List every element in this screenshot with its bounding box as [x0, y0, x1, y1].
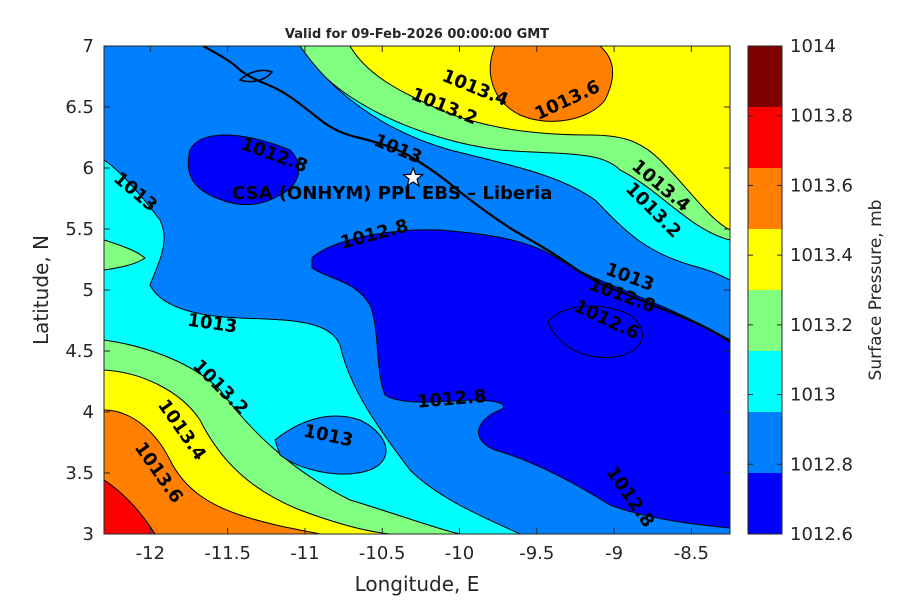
colorbar-segment: [748, 290, 782, 351]
band-1013.2-west-lobe: [104, 239, 146, 271]
colorbar-frame: [747, 45, 783, 535]
colorbar-tick-label: 1014: [790, 36, 836, 57]
colorbar-segment: [748, 46, 782, 107]
band-1012.8-south: [274, 415, 387, 475]
y-tick-label: 7: [83, 36, 94, 57]
x-tick-label: -9.5: [519, 543, 554, 564]
colorbar-segment: [748, 107, 782, 168]
y-tick-label: 5.5: [65, 219, 94, 240]
star-icon: [401, 166, 425, 188]
colorbar-tick-label: 1013.8: [790, 106, 853, 127]
station-label: CSA (ONHYM) PPL EBS – Liberia: [232, 183, 552, 204]
x-tick-label: -9: [605, 543, 623, 564]
station-marker: CSA (ONHYM) PPL EBS – Liberia: [232, 166, 552, 204]
colorbar-segment: [748, 412, 782, 473]
colorbar-tick-label: 1012.8: [790, 454, 853, 475]
coastline-island: [238, 69, 274, 83]
band-1013.6-southwest: [104, 409, 321, 534]
y-tick-label: 3: [83, 524, 94, 545]
colorbar-segment: [748, 473, 782, 534]
x-tick-label: -12: [136, 543, 165, 564]
colorbar-tick-label: 1013.6: [790, 175, 853, 196]
contour-field: [104, 46, 730, 534]
y-axis-label: Latitude, N: [29, 235, 53, 345]
coastline: [202, 46, 730, 343]
band-1012.6-southeast: [311, 229, 730, 529]
y-tick-label: 6.5: [65, 97, 94, 118]
y-tick-label: 6: [83, 158, 94, 179]
x-tick-label: -8.5: [674, 543, 709, 564]
x-tick-label: -11: [290, 543, 319, 564]
contour-1012.6-loop: [547, 305, 643, 358]
colorbar-tick-label: 1013.2: [790, 315, 853, 336]
coastline-path: [202, 46, 730, 343]
x-tick-label: -10: [445, 543, 474, 564]
y-tick-label: 4: [83, 402, 94, 423]
band-1013.4-northeast: [349, 46, 730, 231]
colorbar-label: Surface Pressure, mb: [866, 200, 886, 381]
colorbar-segment: [748, 351, 782, 412]
y-axis: 3 3.5 4 4.5 5 5.5 6 6.5 7: [65, 36, 730, 545]
colorbar-segment: [748, 168, 782, 229]
colorbar: 1012.6 1012.8 1013 1013.2 1013.4 1013.6 1013.8…: [747, 36, 853, 545]
x-tick-label: -10.5: [359, 543, 406, 564]
x-tick-label: -11.5: [204, 543, 251, 564]
y-tick-label: 5: [83, 280, 94, 301]
colorbar-tick-label: 1013.4: [790, 245, 853, 266]
x-axis-label: Longitude, E: [355, 572, 480, 596]
band-1012.6-northwest: [187, 134, 300, 205]
colorbar-tick-label: 1013: [790, 385, 836, 406]
chart-title: Valid for 09-Feb-2026 00:00:00 GMT: [285, 27, 549, 42]
x-axis: -12 -11.5 -11 -10.5 -10 -9.5 -9 -8.5: [136, 46, 709, 564]
y-tick-label: 4.5: [65, 341, 94, 362]
colorbar-segment: [748, 229, 782, 290]
colorbar-tick-label: 1012.6: [790, 524, 853, 545]
y-tick-label: 3.5: [65, 463, 94, 484]
band-1013.6-north: [489, 46, 614, 122]
